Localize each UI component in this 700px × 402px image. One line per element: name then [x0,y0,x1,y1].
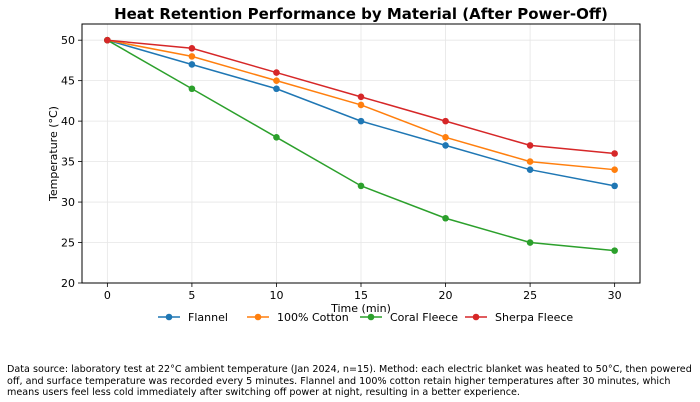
y-tick-label: 30 [61,196,75,209]
data-point-sherpa-fleece [357,93,365,101]
data-point-flannel [526,166,534,173]
y-tick-label: 20 [61,277,75,290]
x-tick-label: 20 [439,289,453,302]
data-point-coral-fleece [357,182,365,190]
legend-label: Flannel [188,311,228,324]
x-tick-label: 25 [523,289,537,302]
legend-marker [165,313,173,321]
legend-item-flannel: Flannel [158,311,228,324]
legend-label: Coral Fleece [390,311,458,324]
line-chart: Heat Retention Performance by Material (… [47,5,641,324]
data-point-flannel [273,85,280,93]
data-point-flannel [611,182,618,190]
data-point-100-cotton [442,134,449,141]
data-point-coral-fleece [188,85,196,93]
series-group [104,36,618,254]
y-tick-label: 25 [61,237,75,250]
y-tick-label: 45 [61,75,75,88]
x-tick-label: 15 [354,289,368,302]
legend: Flannel 100% Cotton Coral Fleece Sherpa Fle… [158,311,573,324]
data-point-sherpa-fleece [273,69,280,76]
y-tick-label: 40 [61,115,75,128]
data-point-coral-fleece [273,134,280,141]
y-axis-label: Temperature (°C) [47,106,60,202]
data-point-sherpa-fleece [188,44,196,52]
chart-footnote: Data source: laboratory test at 22°C amb… [7,364,692,398]
x-axis: 0 5 10 15 20 25 30 [104,283,622,302]
y-tick-label: 50 [61,34,75,47]
data-point-100-cotton [357,101,365,109]
x-tick-label: 30 [608,289,622,302]
legend-marker [254,313,262,321]
legend-item-sherpa-fleece: Sherpa Fleece [465,311,573,324]
grid-lines [82,24,640,284]
data-point-flannel [442,142,449,149]
data-point-flannel [188,61,196,68]
data-point-coral-fleece [526,239,534,246]
data-point-coral-fleece [442,214,449,222]
x-axis-label: Time (min) [330,302,391,315]
data-point-sherpa-fleece [611,150,618,157]
data-point-flannel [357,117,365,125]
data-point-sherpa-fleece [104,36,111,44]
data-point-100-cotton [188,53,196,60]
data-point-100-cotton [611,166,618,173]
data-point-100-cotton [273,77,280,84]
legend-label: 100% Cotton [277,311,349,324]
y-axis: 20 25 30 35 40 45 50 [61,34,82,290]
series-100-cotton [104,36,618,173]
legend-marker [472,313,480,321]
x-tick-label: 0 [104,289,111,302]
data-point-coral-fleece [611,247,618,254]
data-point-100-cotton [526,158,534,165]
legend-item-coral-fleece: Coral Fleece [360,311,458,324]
legend-item-100-cotton: 100% Cotton [247,311,349,324]
data-point-sherpa-fleece [442,117,449,125]
chart-title: Heat Retention Performance by Material (… [114,5,608,23]
series-sherpa-fleece [104,36,618,157]
x-tick-label: 5 [188,289,195,302]
legend-marker [367,313,375,321]
data-point-sherpa-fleece [526,142,534,149]
legend-label: Sherpa Fleece [495,311,573,324]
x-tick-label: 10 [269,289,283,302]
y-tick-label: 35 [61,156,75,169]
